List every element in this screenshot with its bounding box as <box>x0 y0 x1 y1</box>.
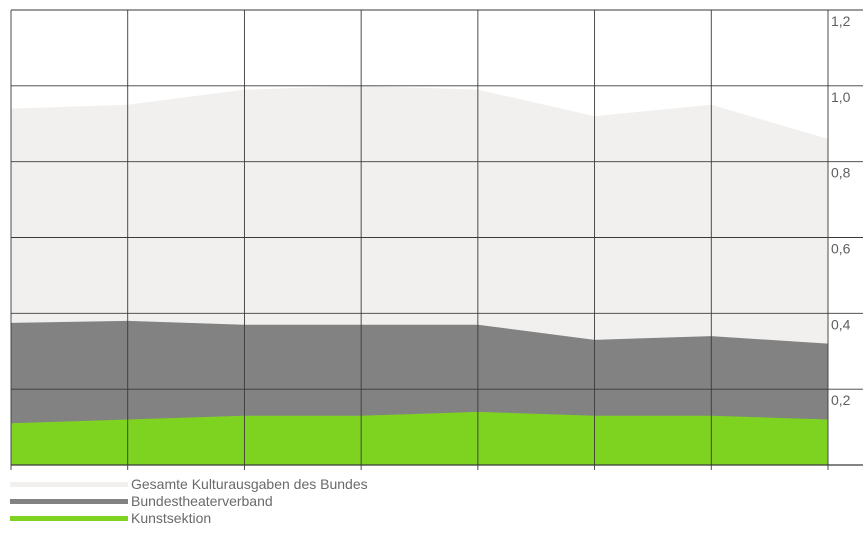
y-tick-label: 0,4 <box>831 316 851 332</box>
area-chart: 0,20,40,60,81,01,2 199019911992199319941… <box>10 9 863 470</box>
x-tick-label: 1997 <box>831 467 862 470</box>
legend-label-gesamte: Gesamte Kulturausgaben des Bundes <box>131 476 368 492</box>
x-tick-label: 1991 <box>131 467 162 470</box>
area-series-2 <box>11 411 828 465</box>
legend-label-bundestheaterverband: Bundestheaterverband <box>131 493 273 509</box>
legend-swatch-gesamte <box>10 482 128 487</box>
x-axis: 1990 1991 1992 1993 1994 1995 1996 1997 <box>14 467 862 470</box>
y-tick-label: 0,8 <box>831 165 851 181</box>
x-tick-label: 1994 <box>481 467 512 470</box>
legend-swatch-kunstsektion <box>10 516 128 521</box>
legend-item-kunstsektion: Kunstsektion <box>10 510 368 527</box>
chart-areas <box>11 85 828 465</box>
legend-item-bundestheaterverband: Bundestheaterverband <box>10 493 368 510</box>
legend-label-kunstsektion: Kunstsektion <box>131 510 212 526</box>
legend-item-gesamte: Gesamte Kulturausgaben des Bundes <box>10 476 368 493</box>
legend-swatch-bundestheaterverband <box>10 499 128 504</box>
x-tick-label: 1993 <box>364 467 395 470</box>
y-axis: 0,2 0,4 0,6 0,8 1,0 1,2 <box>831 13 851 408</box>
x-tick-label: 1992 <box>247 467 278 470</box>
y-tick-label: 0,6 <box>831 241 851 257</box>
x-tick-label: 1995 <box>598 467 629 470</box>
y-tick-label: 1,0 <box>831 89 851 105</box>
y-tick-label: 1,2 <box>831 13 851 29</box>
x-tick-label: 1990 <box>14 467 45 470</box>
chart-grid <box>10 9 863 470</box>
x-tick-label: 1996 <box>714 467 745 470</box>
y-tick-label: 0,2 <box>831 392 851 408</box>
legend: Gesamte Kulturausgaben des Bundes Bundes… <box>10 476 368 527</box>
